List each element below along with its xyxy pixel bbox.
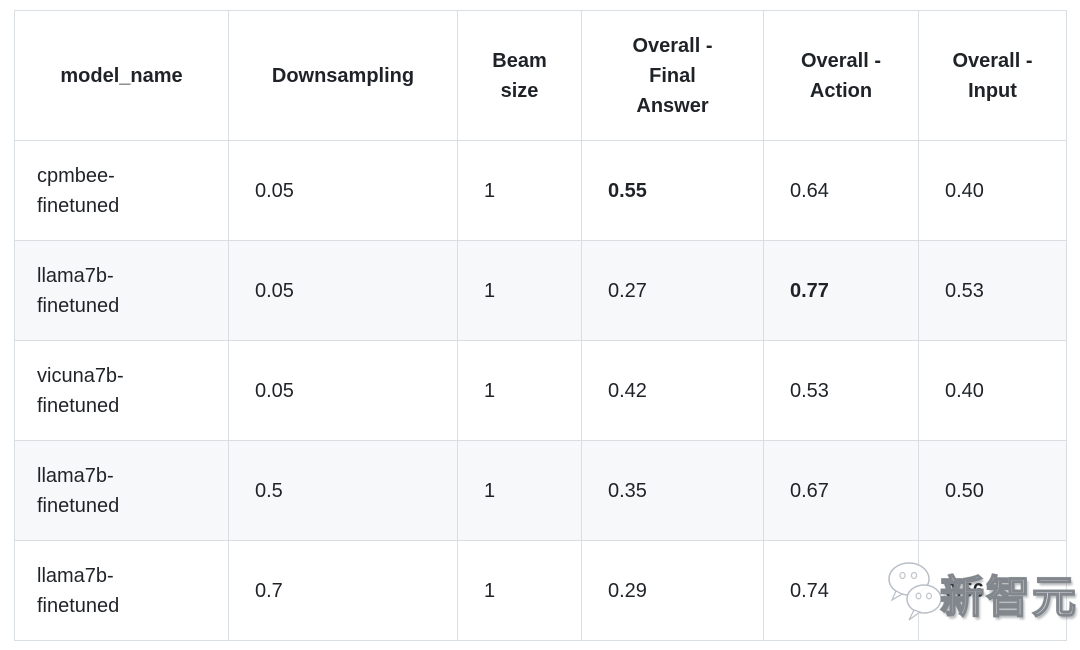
table-row: cpmbee-finetuned 0.05 1 0.55 0.64 0.40 xyxy=(14,140,1067,241)
cell-overall-input: 0.53 xyxy=(918,240,1067,341)
cell-overall-final-answer: 0.55 xyxy=(581,140,764,241)
cell-downsampling: 0.5 xyxy=(228,440,458,541)
cell-downsampling: 0.05 xyxy=(228,340,458,441)
table-row: llama7b-finetuned 0.7 1 0.29 0.74 0.56 xyxy=(14,540,1067,641)
cell-downsampling: 0.7 xyxy=(228,540,458,641)
column-header-downsampling: Downsampling xyxy=(228,10,458,141)
table-row: llama7b-finetuned 0.05 1 0.27 0.77 0.53 xyxy=(14,240,1067,341)
cell-model-name: llama7b-finetuned xyxy=(14,540,229,641)
cell-model-name: llama7b-finetuned xyxy=(14,440,229,541)
cell-overall-final-answer: 0.29 xyxy=(581,540,764,641)
cell-downsampling: 0.05 xyxy=(228,240,458,341)
column-header-beam-size: Beam size xyxy=(457,10,582,141)
cell-overall-final-answer: 0.27 xyxy=(581,240,764,341)
cell-model-name: llama7b-finetuned xyxy=(14,240,229,341)
table-row: vicuna7b-finetuned 0.05 1 0.42 0.53 0.40 xyxy=(14,340,1067,441)
table-header-row: model_name Downsampling Beam size Overal… xyxy=(14,10,1067,141)
cell-overall-action: 0.74 xyxy=(763,540,919,641)
cell-overall-final-answer: 0.42 xyxy=(581,340,764,441)
column-header-overall-input: Overall - Input xyxy=(918,10,1067,141)
results-table: model_name Downsampling Beam size Overal… xyxy=(14,10,1067,641)
cell-overall-action: 0.64 xyxy=(763,140,919,241)
cell-model-name: cpmbee-finetuned xyxy=(14,140,229,241)
cell-overall-action: 0.53 xyxy=(763,340,919,441)
cell-overall-input: 0.56 xyxy=(918,540,1067,641)
column-header-overall-final-answer: Overall - Final Answer xyxy=(581,10,764,141)
cell-downsampling: 0.05 xyxy=(228,140,458,241)
cell-beam-size: 1 xyxy=(457,540,582,641)
cell-overall-input: 0.50 xyxy=(918,440,1067,541)
column-header-model-name: model_name xyxy=(14,10,229,141)
cell-overall-action: 0.67 xyxy=(763,440,919,541)
cell-beam-size: 1 xyxy=(457,340,582,441)
cell-beam-size: 1 xyxy=(457,240,582,341)
cell-overall-final-answer: 0.35 xyxy=(581,440,764,541)
cell-beam-size: 1 xyxy=(457,440,582,541)
cell-overall-input: 0.40 xyxy=(918,140,1067,241)
cell-model-name: vicuna7b-finetuned xyxy=(14,340,229,441)
cell-overall-action: 0.77 xyxy=(763,240,919,341)
column-header-overall-action: Overall - Action xyxy=(763,10,919,141)
cell-beam-size: 1 xyxy=(457,140,582,241)
cell-overall-input: 0.40 xyxy=(918,340,1067,441)
table-row: llama7b-finetuned 0.5 1 0.35 0.67 0.50 xyxy=(14,440,1067,541)
